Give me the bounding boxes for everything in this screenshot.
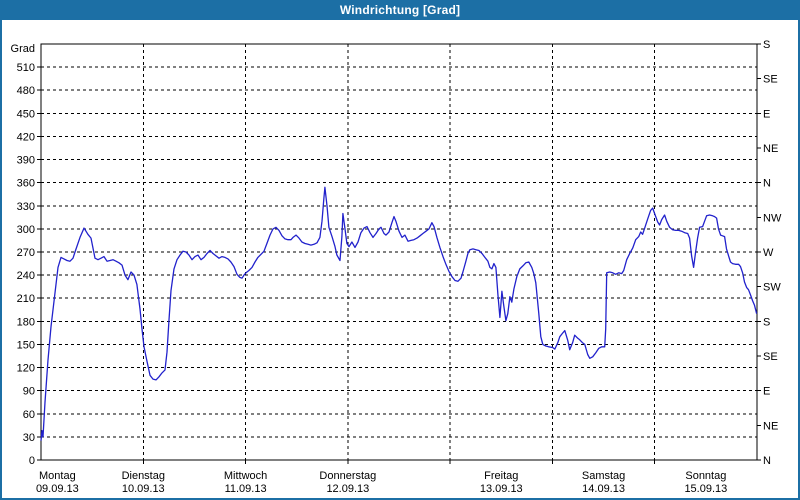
y-tick-label: 510 [17,62,35,74]
y-tick-label: 330 [17,201,35,213]
y-tick-label: 90 [23,386,35,398]
y-tick-label: 210 [17,293,35,305]
y-tick-label: 60 [23,409,35,421]
y-tick-label: 390 [17,155,35,167]
day-label: Dienstag [122,470,165,482]
compass-label: E [763,386,770,398]
y-tick-label: 240 [17,270,35,282]
window-title: Windrichtung [Grad] [339,3,461,17]
compass-label: NE [763,420,778,432]
series-line [40,186,758,441]
date-label: 15.09.13 [684,483,727,495]
axis-labels: Grad 0 30 60 90 120 150 180 210 240 270 300 330 360 39… [11,39,782,495]
date-label: 12.09.13 [326,483,369,495]
plot-grid-and-axes [37,43,761,464]
day-label: Mittwoch [224,470,267,482]
day-label: Montag [39,470,76,482]
day-label: Sonntag [685,470,726,482]
date-label: 09.09.13 [36,483,79,495]
y-axis-title: Grad [11,43,35,55]
y-tick-label: 0 [29,455,35,467]
day-label: Samstag [582,470,625,482]
compass-label: W [763,247,774,259]
y-tick-label: 450 [17,108,35,120]
y-tick-label: 180 [17,316,35,328]
y-tick-label: 30 [23,432,35,444]
compass-label: S [763,39,770,51]
compass-label: NW [763,212,782,224]
date-label: 13.09.13 [480,483,523,495]
y-tick-label: 480 [17,85,35,97]
y-tick-label: 360 [17,178,35,190]
compass-label: NE [763,143,778,155]
y-tick-label: 270 [17,247,35,259]
date-label: 11.09.13 [225,483,267,495]
date-label: 14.09.13 [582,483,625,495]
y-tick-label: 300 [17,224,35,236]
compass-label: SE [763,74,778,86]
y-tick-label: 420 [17,131,35,143]
title-bar: Windrichtung [Grad] [0,0,800,20]
compass-label: E [763,108,770,120]
day-label: Freitag [484,470,518,482]
y-tick-label: 150 [17,339,35,351]
compass-label: N [763,178,771,190]
day-label: Donnerstag [319,470,376,482]
compass-label: N [763,455,771,467]
compass-label: SW [763,282,781,294]
compass-label: S [763,316,770,328]
date-label: 10.09.13 [122,483,165,495]
compass-label: SE [763,351,778,363]
y-tick-label: 120 [17,363,35,375]
